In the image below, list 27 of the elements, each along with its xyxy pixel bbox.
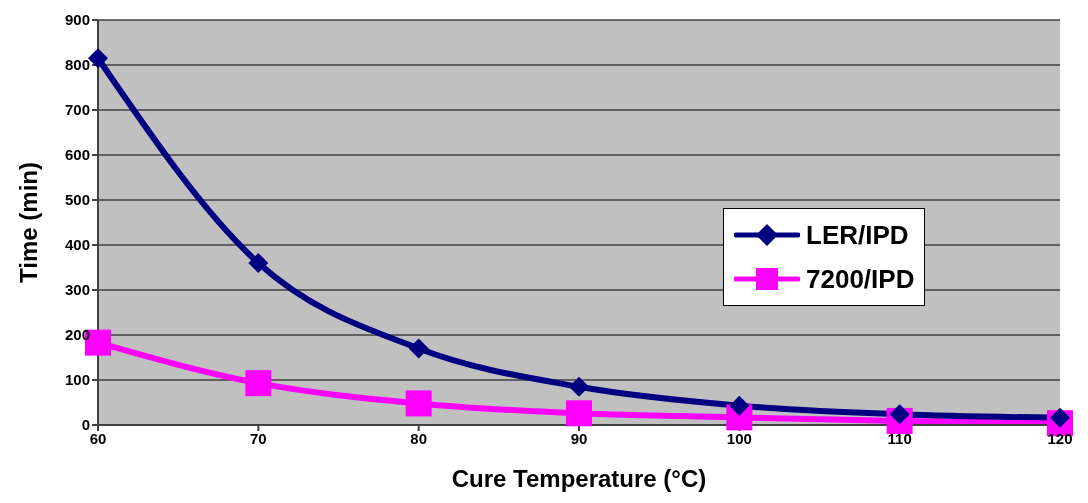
y-tick-label: 900 xyxy=(64,11,90,29)
point xyxy=(88,48,108,69)
point xyxy=(245,370,272,397)
point xyxy=(569,376,589,397)
x-tick-label: 80 xyxy=(410,429,428,447)
legend-label: 7200/IPD xyxy=(806,263,915,295)
y-tick-label: 300 xyxy=(64,281,90,299)
x-tick-label: 90 xyxy=(570,429,588,447)
y-tick-label: 100 xyxy=(64,371,90,389)
x-tick-label: 70 xyxy=(249,429,267,447)
x-tick-label: 100 xyxy=(726,429,752,447)
y-tick-label: 400 xyxy=(64,236,90,254)
point xyxy=(408,338,429,359)
y-tick-label: 0 xyxy=(81,416,90,434)
legend-label: LER/IPD xyxy=(806,219,909,251)
x-tick-label: 60 xyxy=(89,429,107,447)
y-tick-label: 700 xyxy=(64,101,90,119)
y-tick-label: 500 xyxy=(64,191,90,209)
y-tick-label: 800 xyxy=(64,56,90,74)
y-tick-label: 600 xyxy=(64,146,90,164)
point xyxy=(566,400,592,427)
point xyxy=(248,253,269,273)
point xyxy=(729,395,750,416)
y-axis-title: Time (min) xyxy=(14,162,42,283)
x-axis-title: Cure Temperature (°C) xyxy=(451,465,707,492)
point xyxy=(405,390,432,417)
x-tick-label: 110 xyxy=(887,429,912,447)
